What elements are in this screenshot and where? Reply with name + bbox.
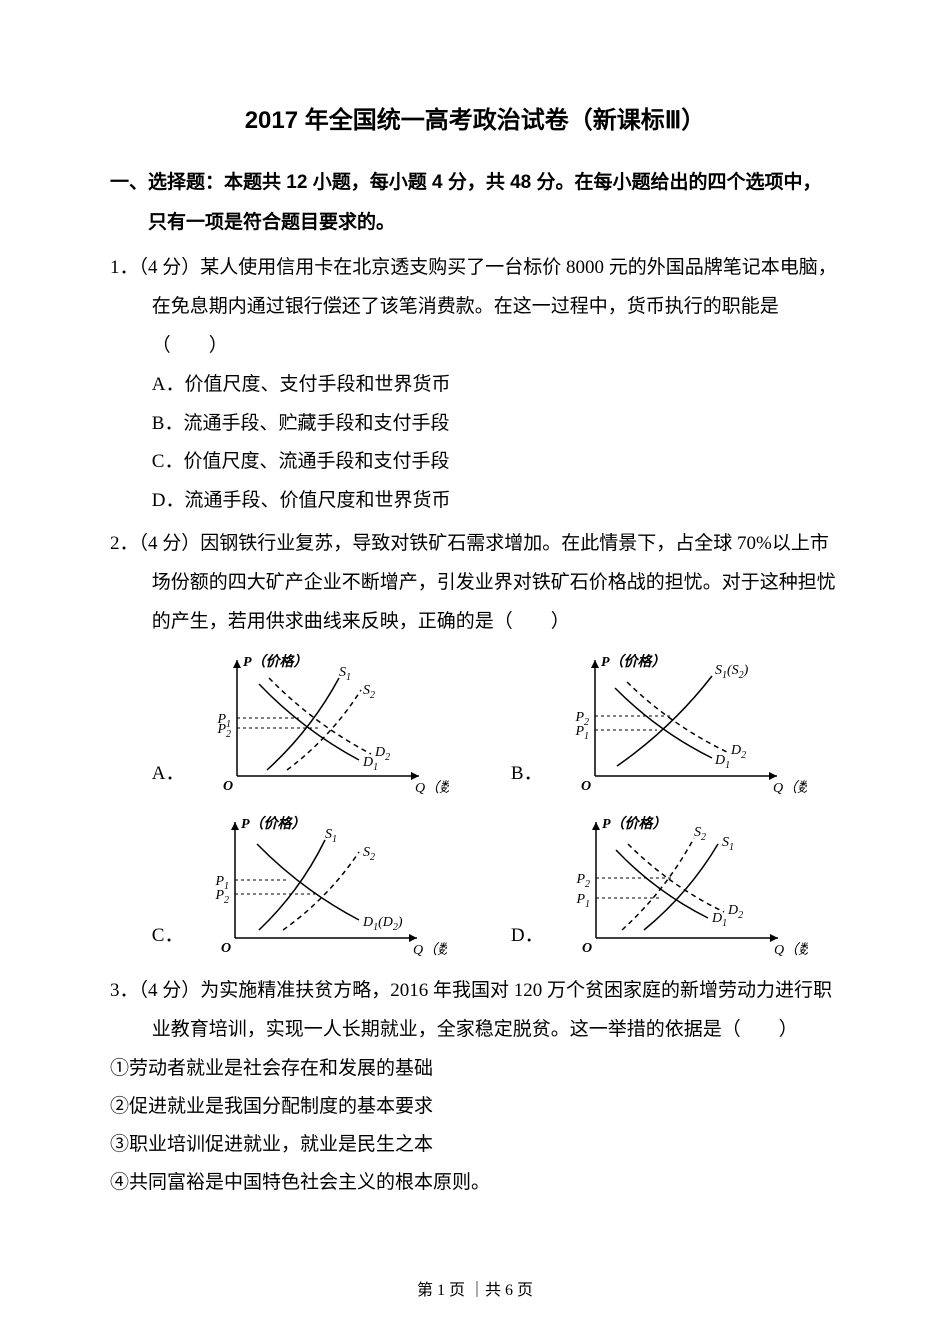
chart-d: P（价格） Q（数量） O S2 S1 D1D2 P2 P1 bbox=[548, 810, 808, 960]
svg-text:S2: S2 bbox=[694, 825, 706, 843]
svg-text:D1(D2): D1(D2) bbox=[362, 915, 403, 933]
chart-b: P（价格）Q（数量）OS1(S2)D1D2P2P1 bbox=[547, 648, 807, 798]
q2-cell-b: B． P（价格）Q（数量）OS1(S2)D1D2P2P1 bbox=[511, 648, 840, 798]
svg-text:Q（数量）: Q（数量） bbox=[415, 780, 449, 796]
svg-text:D2: D2 bbox=[374, 745, 390, 763]
svg-text:P1: P1 bbox=[575, 892, 590, 910]
svg-text:S2: S2 bbox=[363, 845, 375, 863]
q1-option-a: A．价值尺度、支付手段和世界货币 bbox=[152, 366, 840, 405]
question-3: 3．（4 分）为实施精准扶贫方略，2016 年我国对 120 万个贫困家庭的新增… bbox=[110, 972, 840, 1202]
svg-text:Q（数量）: Q（数量） bbox=[773, 780, 807, 796]
q2-stem: 2．（4 分）因钢铁行业复苏，导致对铁矿石需求增加。在此情景下，占全球 70%以… bbox=[152, 525, 840, 642]
q1-option-c: C．价值尺度、流通手段和支付手段 bbox=[152, 443, 840, 482]
q3-stem: 3．（4 分）为实施精准扶贫方略，2016 年我国对 120 万个贫困家庭的新增… bbox=[152, 972, 840, 1050]
svg-text:D1: D1 bbox=[711, 911, 727, 929]
svg-text:O: O bbox=[221, 941, 231, 956]
svg-text:Q（数量）: Q（数量） bbox=[413, 942, 447, 958]
q2-cell-a: A． P（价格）Q（数量）OS1S2D1D2P1P2 bbox=[152, 648, 481, 798]
svg-text:S1: S1 bbox=[722, 835, 734, 853]
svg-text:S1: S1 bbox=[325, 827, 337, 845]
q1-option-d: D．流通手段、价值尺度和世界货币 bbox=[152, 482, 840, 521]
q3-s3: ③职业培训促进就业，就业是民生之本 bbox=[110, 1126, 840, 1164]
q2-cell-d: D． P（价格） Q（数量） O S2 S1 D1D2 P2 P1 bbox=[511, 810, 840, 960]
svg-text:S1(S2): S1(S2) bbox=[715, 663, 749, 681]
q2-cell-c: C． P（价格）Q（数量）OS1S2D1(D2)P1P2 bbox=[152, 810, 481, 960]
svg-text:O: O bbox=[582, 941, 592, 956]
q3-statements: ①劳动者就业是社会存在和发展的基础 ②促进就业是我国分配制度的基本要求 ③职业培… bbox=[110, 1050, 840, 1202]
q3-s4: ④共同富裕是中国特色社会主义的根本原则。 bbox=[110, 1164, 840, 1202]
exam-title: 2017 年全国统一高考政治试卷（新课标Ⅲ） bbox=[110, 100, 840, 135]
chart-c: P（价格）Q（数量）OS1S2D1(D2)P1P2 bbox=[187, 810, 447, 960]
q1-option-b: B．流通手段、贮藏手段和支付手段 bbox=[152, 405, 840, 444]
page-footer: 第 1 页 ｜共 6 页 bbox=[0, 1276, 950, 1300]
q2-chart-grid: A． P（价格）Q（数量）OS1S2D1D2P1P2 B． P（价格）Q（数量）… bbox=[152, 648, 840, 960]
question-2: 2．（4 分）因钢铁行业复苏，导致对铁矿石需求增加。在此情景下，占全球 70%以… bbox=[110, 525, 840, 960]
chart-a: P（价格）Q（数量）OS1S2D1D2P1P2 bbox=[189, 648, 449, 798]
svg-text:S1: S1 bbox=[339, 665, 351, 683]
q2-label-d: D． bbox=[511, 917, 544, 956]
svg-text:Q（数量）: Q（数量） bbox=[774, 942, 808, 958]
svg-text:P（价格）: P（价格） bbox=[602, 815, 667, 832]
q2-label-c: C． bbox=[152, 917, 184, 956]
question-1: 1．（4 分）某人使用信用卡在北京透支购买了一台标价 8000 元的外国品牌笔记… bbox=[110, 249, 840, 522]
svg-text:O: O bbox=[223, 779, 233, 794]
svg-text:D1: D1 bbox=[714, 753, 730, 771]
svg-text:S2: S2 bbox=[363, 683, 375, 701]
q1-stem: 1．（4 分）某人使用信用卡在北京透支购买了一台标价 8000 元的外国品牌笔记… bbox=[152, 249, 840, 366]
svg-text:P（价格）: P（价格） bbox=[601, 653, 666, 670]
q3-s2: ②促进就业是我国分配制度的基本要求 bbox=[110, 1088, 840, 1126]
svg-text:D2: D2 bbox=[730, 743, 746, 761]
q1-options: A．价值尺度、支付手段和世界货币 B．流通手段、贮藏手段和支付手段 C．价值尺度… bbox=[152, 366, 840, 522]
svg-text:D2: D2 bbox=[727, 903, 743, 921]
q2-label-b: B． bbox=[511, 755, 543, 794]
exam-page: 2017 年全国统一高考政治试卷（新课标Ⅲ） 一、选择题：本题共 12 小题，每… bbox=[0, 0, 950, 1344]
q2-label-a: A． bbox=[152, 755, 185, 794]
svg-text:P（价格）: P（价格） bbox=[241, 815, 306, 832]
svg-text:O: O bbox=[581, 779, 591, 794]
svg-text:P2: P2 bbox=[575, 872, 590, 890]
q3-s1: ①劳动者就业是社会存在和发展的基础 bbox=[110, 1050, 840, 1088]
section-heading: 一、选择题：本题共 12 小题，每小题 4 分，共 48 分。在每小题给出的四个… bbox=[148, 163, 840, 243]
svg-text:P（价格）: P（价格） bbox=[243, 653, 308, 670]
